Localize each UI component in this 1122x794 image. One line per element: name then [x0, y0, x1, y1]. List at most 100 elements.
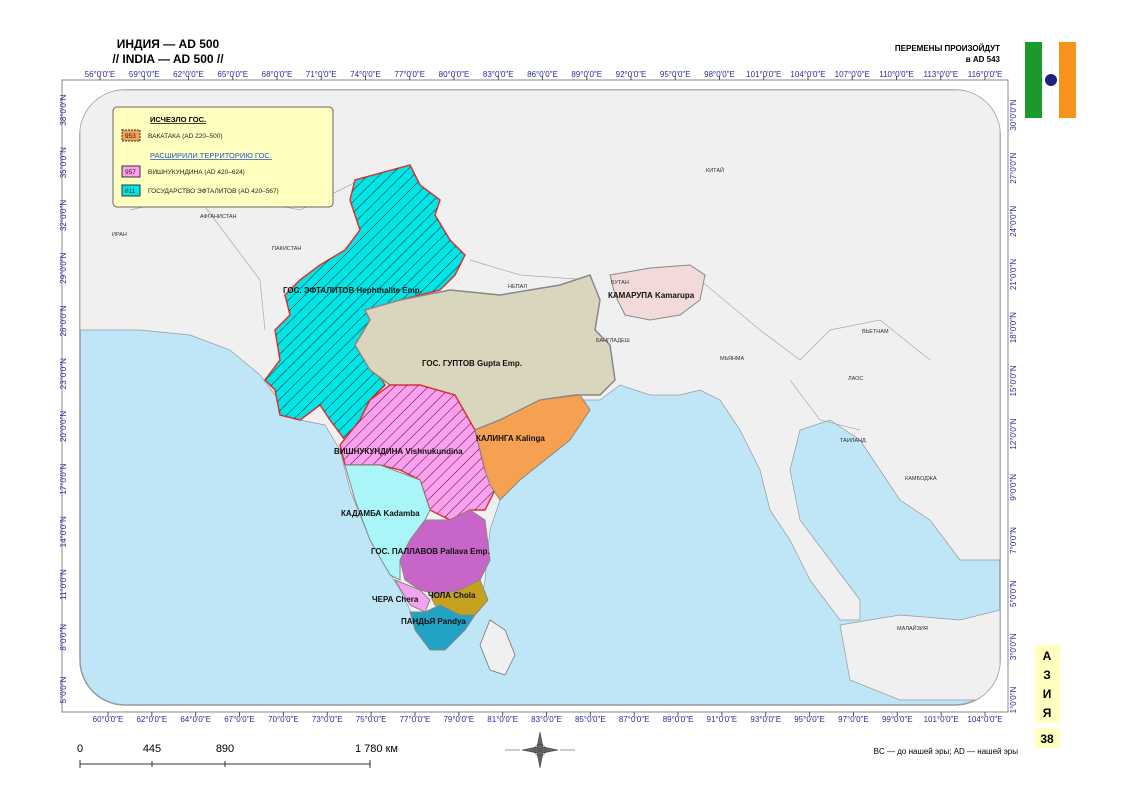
state-label: ГОС. ЭФТАЛИТОВ Hephthalite Emp.	[283, 286, 422, 295]
tick-label: 56°0'0"E	[85, 70, 116, 79]
country-label: ИРАН	[112, 232, 127, 238]
header: ИНДИЯ — AD 500 // INDIA — AD 500 // ПЕРЕ…	[112, 37, 1000, 66]
title-ru: ИНДИЯ — AD 500	[117, 37, 220, 51]
tick-label: 99°0'0"E	[882, 715, 913, 724]
map-body	[80, 90, 1000, 701]
tick-label: 7°0'0"N	[1009, 527, 1018, 554]
tick-label: 71°0'0"E	[306, 70, 337, 79]
tick-label: 73°0'0"E	[312, 715, 343, 724]
tick-label: 15°0'0"N	[1009, 365, 1018, 396]
country-label: КАМБОДЖА	[905, 476, 937, 482]
tick-label: 107°0'0"E	[835, 70, 870, 79]
state-label: ВИШНУКУНДИНА Vishnukundina	[334, 447, 463, 456]
tick-label: 70°0'0"E	[268, 715, 299, 724]
tick-label: 80°0'0"E	[439, 70, 470, 79]
tick-label: 11°0'0"N	[59, 569, 68, 600]
compass	[505, 731, 575, 769]
title-en: // INDIA — AD 500 //	[112, 52, 224, 66]
state-label: ЧОЛА Chola	[428, 591, 476, 600]
country-label: БУТАН	[611, 280, 629, 286]
state-label: ГОС. ПАЛЛАВОВ Pallava Emp.	[371, 547, 490, 556]
tick-label: 21°0'0"N	[1009, 259, 1018, 290]
changes: ПЕРЕМЕНЫ ПРОИЗОЙДУТ	[895, 44, 1000, 53]
scale-label: 0	[77, 743, 83, 755]
tick-label: 110°0'0"E	[879, 70, 914, 79]
legend: ИСЧЕЗЛО ГОС. 953 ВАКАТАКА (AD 220–500) Р…	[112, 106, 334, 208]
legend-heading: ИСЧЕЗЛО ГОС.	[150, 115, 206, 124]
tick-label: 8°0'0"N	[59, 624, 68, 651]
tick-label: 79°0'0"E	[443, 715, 474, 724]
tick-label: 14°0'0"N	[59, 516, 68, 547]
legend-code: 957	[125, 169, 136, 176]
tick-label: 104°0'0"E	[967, 715, 1002, 724]
changes-date: в AD 543	[966, 55, 1001, 64]
tick-label: 62°0'0"E	[173, 70, 204, 79]
tick-label: 5°0'0"N	[1009, 580, 1018, 607]
tick-label: 87°0'0"E	[619, 715, 650, 724]
map-labels: ИРАН АФГАНИСТАН ПАКИСТАН КИТАЙ НЕПАЛ БУТ…	[112, 166, 937, 632]
tick-label: 1°0'0"N	[1009, 686, 1018, 713]
tick-label: 74°0'0"E	[350, 70, 381, 79]
country-label: ТАИЛАНД	[840, 438, 866, 444]
tick-label: 116°0'0"E	[968, 70, 1003, 79]
tick-label: 35°0'0"N	[59, 147, 68, 178]
tick-label: 85°0'0"E	[575, 715, 606, 724]
tick-label: 24°0'0"N	[1009, 206, 1018, 237]
tick-label: 23°0'0"N	[59, 358, 68, 389]
country-label: ВЬЕТНАМ	[862, 329, 889, 335]
legend-heading: РАСШИРИЛИ ТЕРРИТОРИЮ ГОС.	[150, 151, 272, 160]
tick-label: 95°0'0"E	[794, 715, 825, 724]
tick-label: 12°0'0"N	[1009, 418, 1018, 449]
tick-label: 75°0'0"E	[356, 715, 387, 724]
country-label: КИТАЙ	[706, 166, 724, 174]
country-label: МАЛАЙЗИЯ	[897, 624, 928, 632]
tick-label: 89°0'0"E	[571, 70, 602, 79]
scale-label: 890	[216, 743, 234, 755]
tick-label: 18°0'0"N	[1009, 312, 1018, 343]
tick-label: 60°0'0"E	[93, 715, 124, 724]
country-label: БАНГЛАДЕШ	[596, 338, 630, 344]
tick-label: 38°0'0"N	[59, 94, 68, 125]
tab-letter: А	[1043, 649, 1052, 663]
tick-label: 64°0'0"E	[180, 715, 211, 724]
country-label: НЕПАЛ	[508, 284, 527, 290]
tab-letter: Я	[1043, 706, 1052, 720]
tick-label: 5°0'0"N	[59, 676, 68, 703]
tick-label: 95°0'0"E	[660, 70, 691, 79]
state-label: ЧЕРА Chera	[372, 595, 419, 604]
country-label: ПАКИСТАН	[272, 246, 301, 252]
note: BC — до нашей эры; AD — нашей эры	[874, 747, 1019, 756]
legend-code: 811	[125, 188, 136, 195]
state-label: КАДАМБА Kadamba	[341, 509, 420, 518]
tick-label: 91°0'0"E	[707, 715, 738, 724]
tick-label: 9°0'0"N	[1009, 474, 1018, 501]
country-label: АФГАНИСТАН	[200, 214, 237, 220]
tick-label: 83°0'0"E	[531, 715, 562, 724]
tick-label: 98°0'0"E	[704, 70, 735, 79]
tab-letter: И	[1043, 687, 1052, 701]
tick-label: 81°0'0"E	[487, 715, 518, 724]
state-label: ГОС. ГУПТОВ Gupta Emp.	[422, 359, 522, 368]
country-label: ЛАОС	[848, 376, 863, 382]
country-label: МЬЯНМА	[720, 356, 744, 362]
tick-label: 20°0'0"N	[59, 411, 68, 442]
tick-label: 97°0'0"E	[838, 715, 869, 724]
tick-label: 89°0'0"E	[663, 715, 694, 724]
tick-label: 32°0'0"N	[59, 200, 68, 231]
coordinate-ticks: 56°0'0"E 59°0'0"E 62°0'0"E 65°0'0"E 68°0'0"E…	[59, 70, 1018, 724]
tick-label: 83°0'0"E	[483, 70, 514, 79]
tick-label: 3°0'0"N	[1009, 633, 1018, 660]
legend-label: ВИШНУКУНДИНА (AD 420–624)	[148, 169, 245, 176]
tab-letter: З	[1043, 668, 1051, 682]
legend-label: ГОСУДАРСТВО ЭФТАЛИТОВ (AD 420–567)	[148, 188, 279, 195]
legend-label: ВАКАТАКА (AD 220–500)	[148, 133, 223, 140]
scale-label: 1 780 км	[355, 743, 398, 755]
tick-label: 93°0'0"E	[750, 715, 781, 724]
side-tab: А З И Я 38	[1035, 645, 1060, 748]
tick-label: 68°0'0"E	[262, 70, 293, 79]
tick-label: 101°0'0"E	[924, 715, 959, 724]
page-number: 38	[1040, 732, 1054, 746]
flag	[1025, 42, 1076, 118]
scale-bar: 0 445 890 1 780 км	[77, 743, 398, 768]
